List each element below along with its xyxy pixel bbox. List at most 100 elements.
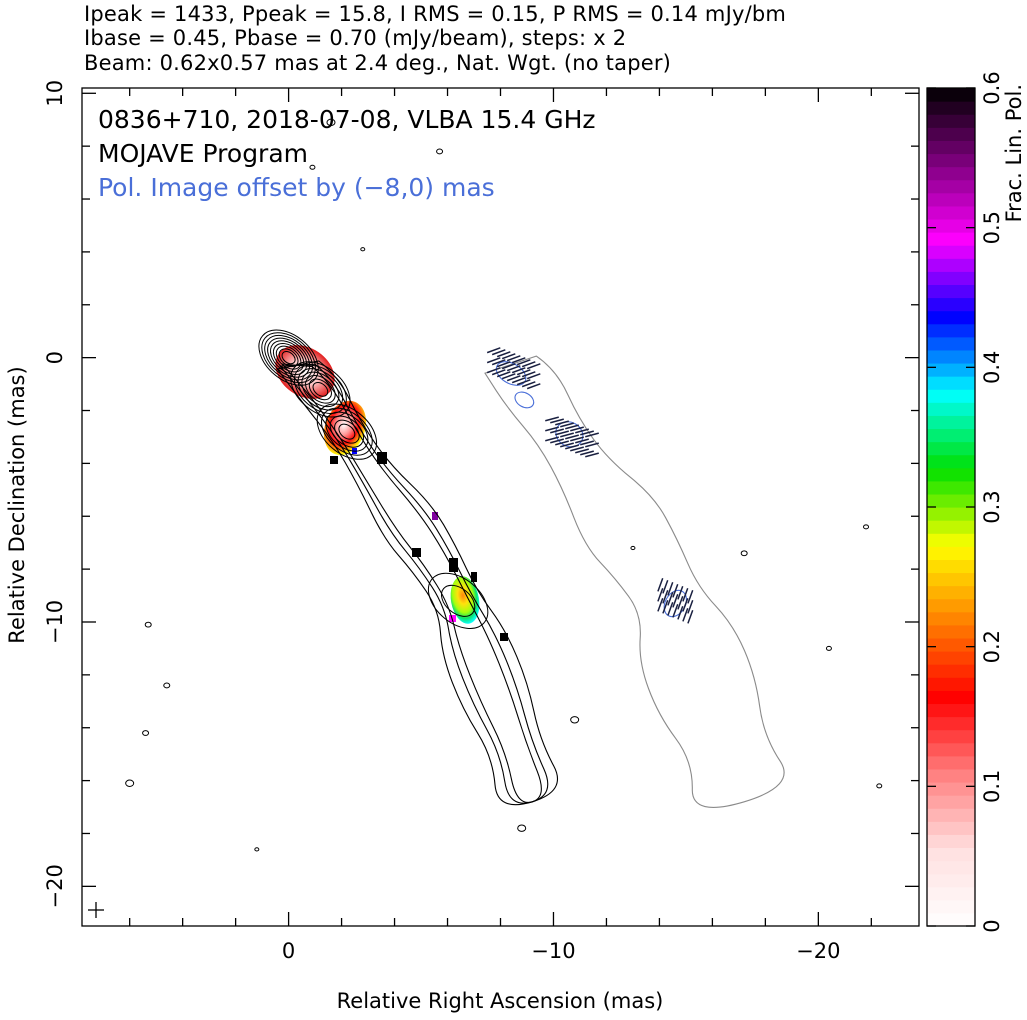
noise-island: [144, 621, 152, 628]
evpa-stick: [560, 442, 574, 448]
noise-island: [876, 783, 883, 789]
evpa-stick: [565, 434, 579, 440]
shifted-intensity-outline: [484, 355, 785, 808]
intensity-contour: [261, 332, 316, 384]
colorbar-segment: [927, 546, 975, 560]
x-tick-label: 0: [282, 939, 295, 963]
noise-island: [825, 645, 832, 651]
colorbar-segment: [927, 258, 975, 272]
colorbar-tick-label: 0.1: [980, 770, 1004, 803]
intensity-contour: [264, 334, 313, 381]
colorbar-segment: [927, 611, 975, 626]
evpa-stick: [491, 349, 506, 356]
evpa-stick: [657, 588, 664, 602]
evpa-stick: [550, 428, 564, 434]
evpa-stick: [545, 416, 559, 422]
colorbar: 0 0.1 0.2 0.3 0.4 0.5 0.6 Frac. Lin. Pol.: [926, 71, 1026, 933]
colorbar-segment: [927, 808, 975, 822]
evpa-stick: [662, 580, 669, 594]
colorbar-segment: [927, 533, 975, 547]
colorbar-segment: [927, 912, 975, 927]
colorbar-segment: [927, 179, 975, 194]
colorbar-segment: [927, 480, 975, 495]
colorbar-segment: [927, 153, 975, 168]
evpa-stick: [687, 590, 694, 604]
colorbar-segment: [927, 88, 975, 102]
noise-island: [163, 682, 171, 689]
colorbar-segment: [927, 232, 975, 246]
evpa-stick: [496, 361, 511, 368]
shifted-total-intensity-contour: [484, 355, 785, 808]
colorbar-segment: [927, 166, 975, 181]
colorbar-segment: [927, 834, 975, 849]
pol-pixel: [377, 452, 387, 464]
evpa-stick: [575, 448, 589, 454]
evpa-stick: [570, 426, 584, 432]
evpa-stick: [565, 424, 579, 430]
colorbar-segment: [927, 899, 975, 914]
evpa-stick: [682, 588, 689, 602]
evpa-stick: [491, 359, 506, 366]
evpa-stick: [501, 363, 516, 370]
intensity-contour: [280, 363, 542, 803]
noise-island: [326, 118, 336, 127]
noise-island: [740, 550, 748, 557]
evpa-stick: [521, 361, 536, 368]
evpa-stick: [550, 438, 564, 444]
evpa-stick: [555, 420, 569, 426]
colorbar-segment: [927, 284, 975, 299]
colorbar-tick-label: 0.2: [980, 630, 1004, 663]
intensity-contour: [281, 351, 296, 365]
total-intensity-noise-islands: [125, 118, 883, 852]
evpa-stick: [575, 438, 589, 444]
colorbar-segment: [927, 755, 975, 770]
colorbar-segment: [927, 637, 975, 652]
noise-island: [570, 716, 580, 724]
intensity-contour: [275, 345, 302, 370]
colorbar-segment: [927, 218, 975, 233]
evpa-stick: [516, 379, 531, 386]
colorbar-segment: [927, 860, 975, 875]
evpa-stick: [501, 353, 516, 360]
y-tick-label: −10: [43, 600, 67, 644]
pol-pixel: [471, 572, 477, 582]
total-intensity-contours: [258, 329, 559, 806]
colorbar-segment: [927, 572, 975, 587]
evpa-stick: [506, 375, 521, 382]
intensity-contour: [305, 375, 336, 404]
noise-island: [309, 164, 316, 170]
evpa-stick: [585, 432, 599, 438]
evpa-stick: [662, 600, 669, 614]
evpa-stick: [585, 442, 599, 448]
intensity-contour: [278, 348, 299, 367]
evpa-stick: [526, 363, 541, 370]
y-tick-label: 10: [43, 80, 67, 107]
intensity-contour: [276, 360, 559, 806]
colorbar-segment: [927, 873, 975, 888]
evpa-stick: [555, 440, 569, 446]
evpa-stick: [657, 598, 664, 612]
intensity-contour: [312, 381, 329, 397]
evpa-stick: [496, 351, 511, 358]
evpa-stick: [687, 600, 694, 614]
polarization-contour: [514, 391, 535, 409]
intensity-contour: [308, 378, 332, 401]
intensity-contour: [329, 415, 364, 448]
intensity-contour: [290, 361, 351, 418]
intensity-contour: [325, 411, 369, 452]
evpa-stick: [516, 369, 531, 376]
beam-marker: [88, 902, 104, 918]
evpa-stick: [511, 357, 526, 364]
colorbar-segment: [927, 441, 975, 456]
colorbar-segment: [927, 376, 975, 390]
colorbar-segment: [927, 795, 975, 809]
evpa-stick: [526, 383, 541, 390]
colorbar-segment: [927, 886, 975, 901]
colorbar-segment: [927, 598, 975, 613]
pol-pixel: [500, 633, 508, 641]
colorbar-segment: [927, 127, 975, 141]
colorbar-segment: [927, 271, 975, 286]
evpa-stick: [580, 430, 594, 436]
intensity-contour: [334, 419, 360, 444]
